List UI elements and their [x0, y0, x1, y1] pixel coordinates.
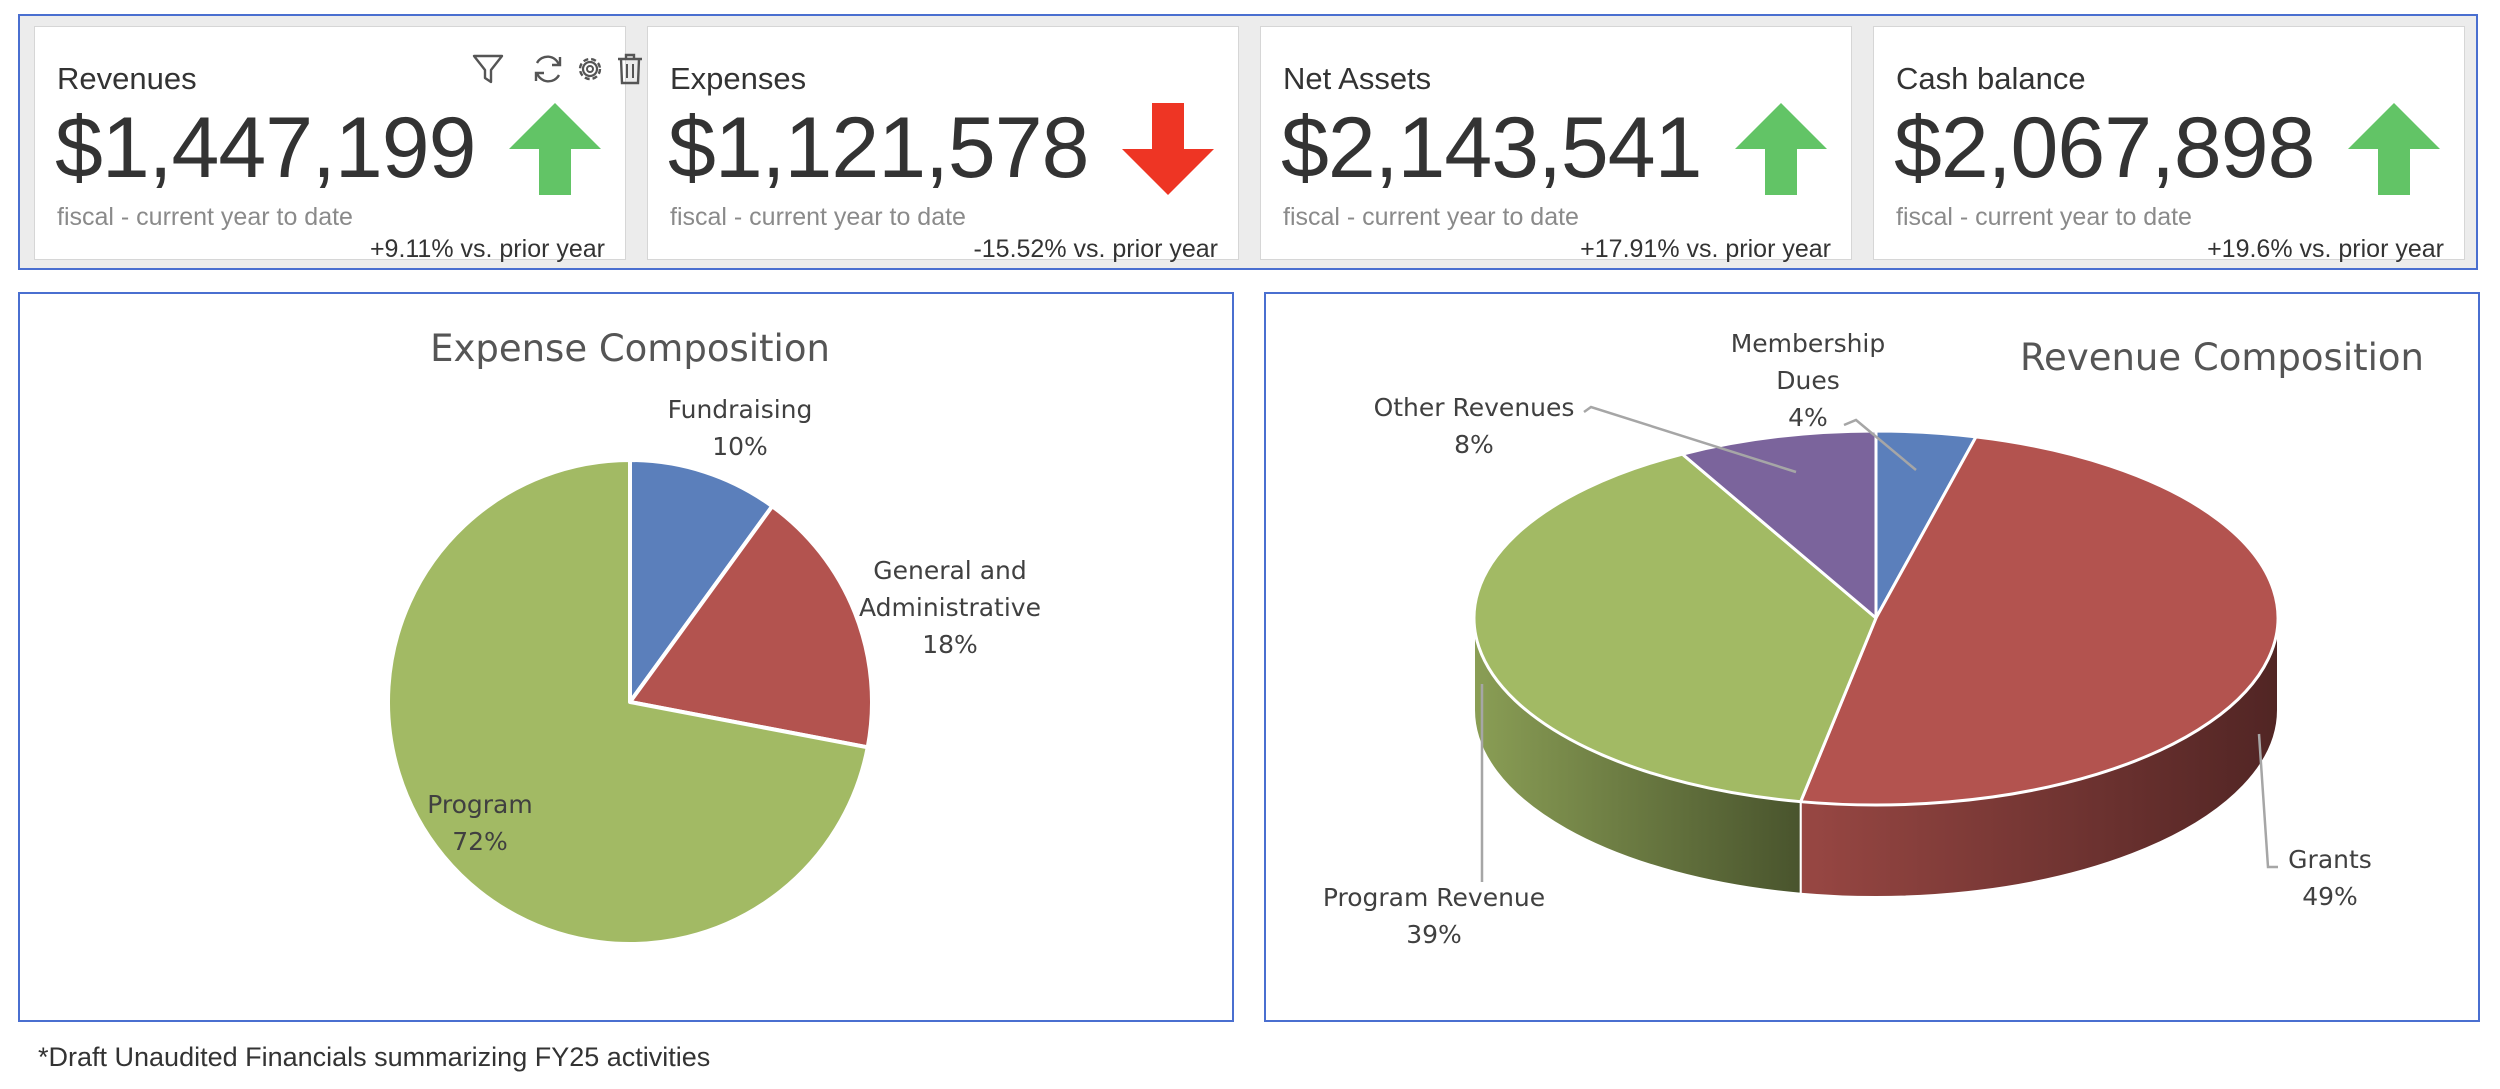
- pie-slice-program-revenue[interactable]: [1472, 452, 1878, 804]
- kpi-card-cash-balance[interactable]: Cash balance $2,067,898 fiscal - current…: [1873, 26, 2465, 263]
- slice-value-label: 10%: [712, 432, 768, 461]
- pie-slice-grants[interactable]: [1799, 435, 2280, 807]
- revenue-composition-panel: Revenue Composition Membership Dues 4% Gran…: [1264, 292, 2480, 1022]
- expense-pie-chart: Expense Composition Fundraising 10% Genera…: [386, 327, 1041, 946]
- kpi-card-net-assets[interactable]: Net Assets $2,143,541 fiscal - current y…: [1260, 26, 1852, 263]
- kpi-title: Expenses: [670, 61, 807, 96]
- kpi-subtitle: fiscal - current year to date: [1283, 203, 1579, 231]
- kpi-delta: +9.11% vs. prior year: [369, 235, 605, 263]
- kpi-title: Cash balance: [1896, 61, 2086, 96]
- kpi-subtitle: fiscal - current year to date: [670, 203, 966, 231]
- slice-label: General and: [873, 556, 1027, 585]
- kpi-value: $1,121,578: [668, 100, 1089, 196]
- slice-label: Membership: [1731, 329, 1886, 358]
- slice-value-label: 39%: [1406, 920, 1462, 949]
- arrow-shape: [509, 103, 601, 195]
- arrow-shape: [2348, 103, 2440, 195]
- arrow-shape: [1122, 103, 1214, 195]
- expense-composition-panel: Expense Composition Fundraising 10% Genera…: [18, 292, 1234, 1022]
- slice-value-label: 49%: [2302, 882, 2358, 911]
- kpi-delta: -15.52% vs. prior year: [973, 235, 1218, 263]
- slice-value-label: 4%: [1788, 403, 1828, 432]
- refresh-icon[interactable]: [530, 51, 566, 87]
- slice-label: Program Revenue: [1323, 883, 1545, 912]
- kpi-delta: +17.91% vs. prior year: [1580, 235, 1831, 263]
- pie-slice-other-revenues[interactable]: [1680, 429, 1878, 620]
- slice-label: Other Revenues: [1374, 393, 1575, 422]
- slice-label: Fundraising: [668, 395, 813, 424]
- leader-line: [1583, 405, 1797, 474]
- kpi-delta: +19.6% vs. prior year: [2207, 235, 2444, 263]
- pie-slice-program[interactable]: [386, 458, 870, 946]
- trash-icon[interactable]: [612, 51, 648, 87]
- kpi-subtitle: fiscal - current year to date: [1896, 203, 2192, 231]
- chart-title: Expense Composition: [430, 327, 830, 370]
- slice-value-label: 18%: [922, 630, 978, 659]
- leader-line: [1843, 418, 1917, 471]
- slice-label: Grants: [2288, 845, 2372, 874]
- trend-up-arrow-icon: [1735, 103, 1827, 195]
- kpi-value: $2,143,541: [1281, 100, 1702, 196]
- pie-slice-fundraising[interactable]: [628, 458, 775, 704]
- arrow-shape: [1735, 103, 1827, 195]
- gear-icon[interactable]: [572, 51, 608, 87]
- leader-line: [2257, 733, 2278, 869]
- chart-title: Revenue Composition: [2020, 336, 2424, 379]
- kpi-value: $2,067,898: [1894, 100, 2315, 196]
- slice-value-label: 72%: [452, 827, 508, 856]
- slice-value-label: 8%: [1454, 430, 1494, 459]
- kpi-band: Revenues $1,447,199 fiscal - current yea…: [18, 14, 2478, 270]
- slice-label: Dues: [1776, 366, 1840, 395]
- kpi-title: Net Assets: [1283, 61, 1432, 96]
- card-toolbar: [430, 51, 642, 93]
- trend-down-arrow-icon: [1122, 103, 1214, 195]
- trend-up-arrow-icon: [2348, 103, 2440, 195]
- kpi-card-revenues[interactable]: Revenues $1,447,199 fiscal - current yea…: [34, 26, 642, 263]
- kpi-subtitle: fiscal - current year to date: [57, 203, 353, 231]
- filter-icon[interactable]: [470, 51, 506, 87]
- slice-label: Program: [427, 790, 532, 819]
- kpi-card-expenses[interactable]: Expenses $1,121,578 fiscal - current yea…: [647, 26, 1239, 263]
- trend-up-arrow-icon: [509, 103, 601, 195]
- kpi-value: $1,447,199: [55, 100, 476, 196]
- slice-label: Administrative: [859, 593, 1041, 622]
- revenue-pie-chart: Revenue Composition Membership Dues 4% Gran…: [1323, 329, 2424, 949]
- pie-slice-general-and-administrative[interactable]: [628, 504, 874, 750]
- kpi-title: Revenues: [57, 61, 197, 96]
- footnote: *Draft Unaudited Financials summarizing …: [38, 1042, 711, 1072]
